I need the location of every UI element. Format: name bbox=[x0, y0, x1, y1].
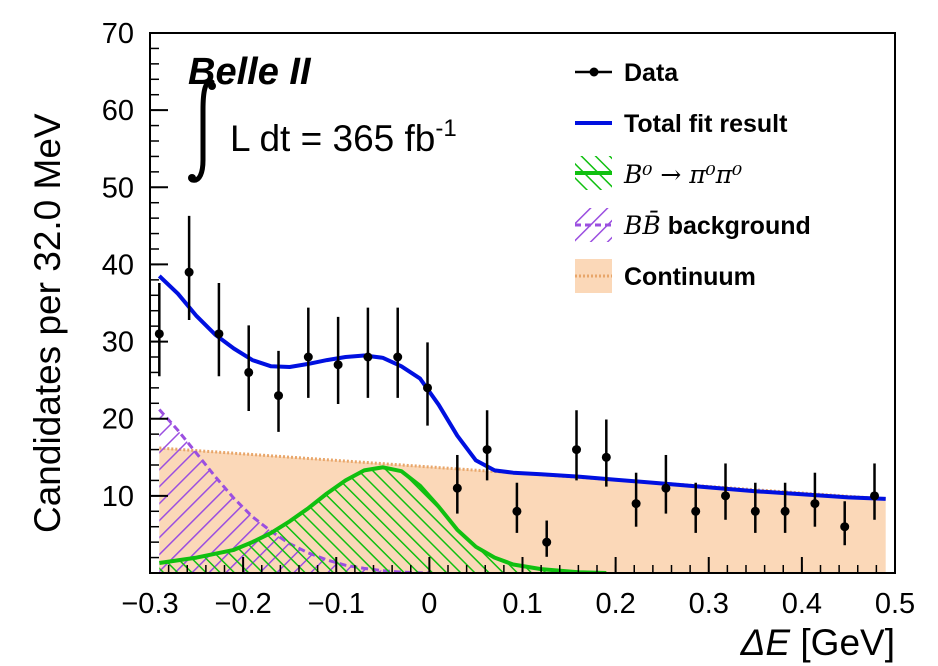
data-marker bbox=[303, 352, 313, 362]
data-marker bbox=[423, 383, 433, 393]
svg-text:BB̄ background: BB̄ background bbox=[623, 211, 811, 240]
data-point bbox=[333, 316, 343, 405]
data-marker bbox=[631, 499, 641, 509]
data-point bbox=[780, 482, 790, 533]
legend-item-signal: B⁰ → π⁰π⁰ bbox=[575, 156, 742, 190]
legend-item-data: Data bbox=[575, 59, 679, 87]
data-marker bbox=[572, 445, 582, 455]
data-point bbox=[512, 482, 522, 533]
x-axis-symbol: ΔE bbox=[740, 622, 792, 663]
data-point bbox=[363, 307, 373, 398]
data-point bbox=[691, 482, 701, 533]
x-tick-label: −0.2 bbox=[215, 588, 272, 620]
data-point bbox=[661, 454, 671, 514]
x-axis-title: ΔE [GeV] bbox=[740, 622, 895, 663]
data-marker bbox=[244, 367, 254, 377]
data-marker bbox=[840, 522, 850, 532]
data-marker bbox=[154, 329, 164, 339]
data-marker bbox=[393, 352, 403, 362]
data-marker bbox=[184, 267, 194, 277]
legend-item-bb-background: BB̄ background bbox=[575, 208, 811, 242]
data-point bbox=[631, 472, 641, 527]
data-marker bbox=[721, 491, 731, 501]
luminosity-label: L dt = 365 fb-1 bbox=[188, 79, 457, 183]
data-point bbox=[542, 520, 552, 557]
y-tick-label: 20 bbox=[102, 404, 134, 436]
data-point bbox=[840, 501, 850, 546]
data-point bbox=[423, 342, 433, 426]
x-tick-label: −0.3 bbox=[121, 588, 178, 620]
legend-item-continuum: Continuum bbox=[575, 259, 756, 293]
luminosity-value: L dt = 365 fb bbox=[230, 118, 435, 159]
luminosity-exponent: -1 bbox=[435, 115, 456, 142]
data-marker bbox=[542, 537, 552, 547]
y-tick-label: 30 bbox=[102, 327, 134, 359]
bb-background-area bbox=[159, 409, 430, 573]
svg-text:Data: Data bbox=[624, 59, 679, 87]
data-point bbox=[870, 463, 880, 520]
svg-text:Continuum: Continuum bbox=[624, 263, 756, 291]
y-tick-label: 70 bbox=[102, 18, 134, 50]
data-marker bbox=[691, 506, 701, 516]
x-tick-label: 0.4 bbox=[782, 588, 822, 620]
x-tick-label: 0.1 bbox=[502, 588, 542, 620]
data-point bbox=[750, 482, 760, 533]
y-tick-label: 50 bbox=[102, 172, 134, 204]
total-fit-line bbox=[157, 274, 886, 501]
data-point bbox=[482, 410, 492, 481]
data-marker bbox=[780, 506, 790, 516]
y-tick-label: 60 bbox=[102, 95, 134, 127]
data-marker bbox=[512, 506, 522, 516]
data-point bbox=[572, 410, 582, 481]
data-point bbox=[303, 307, 313, 398]
data-marker bbox=[482, 445, 492, 455]
data-point bbox=[393, 307, 403, 398]
x-tick-label: 0.5 bbox=[875, 588, 915, 620]
data-point bbox=[810, 472, 820, 527]
data-point bbox=[721, 463, 731, 520]
data-point bbox=[244, 325, 254, 411]
x-tick-label: 0 bbox=[421, 588, 437, 620]
data-point bbox=[214, 282, 224, 377]
data-marker bbox=[274, 391, 284, 401]
data-point bbox=[452, 454, 462, 514]
legend-item-total-fit: Total fit result bbox=[575, 110, 788, 138]
data-marker bbox=[750, 506, 760, 516]
y-tick-label: 40 bbox=[102, 249, 134, 281]
data-point bbox=[184, 215, 194, 320]
data-marker bbox=[214, 329, 224, 339]
signal-line bbox=[159, 465, 607, 573]
y-tick-label: 10 bbox=[102, 481, 134, 513]
x-tick-label: 0.2 bbox=[595, 588, 635, 620]
data-point bbox=[601, 419, 611, 487]
legend: Data Total fit result B⁰ → π⁰π⁰ BB̄ back… bbox=[575, 59, 811, 293]
x-axis-unit: [GeV] bbox=[790, 622, 895, 663]
data-marker bbox=[870, 491, 880, 501]
data-marker bbox=[661, 483, 671, 493]
svg-text:Total fit result: Total fit result bbox=[624, 110, 788, 138]
integral-sign-icon bbox=[189, 79, 215, 183]
data-marker bbox=[601, 452, 611, 462]
x-tick-label: −0.1 bbox=[308, 588, 365, 620]
data-marker bbox=[363, 352, 373, 362]
x-tick-label: 0.3 bbox=[689, 588, 729, 620]
svg-text:L dt = 365 fb-1: L dt = 365 fb-1 bbox=[230, 115, 457, 159]
signal-area bbox=[159, 467, 607, 573]
data-marker bbox=[452, 483, 462, 493]
data-point bbox=[274, 350, 284, 432]
svg-text:B⁰ → π⁰π⁰: B⁰ → π⁰π⁰ bbox=[623, 160, 742, 189]
data-point bbox=[154, 282, 164, 377]
y-axis-title: Candidates per 32.0 MeV bbox=[27, 113, 68, 533]
data-marker bbox=[333, 360, 343, 370]
data-marker bbox=[810, 499, 820, 509]
